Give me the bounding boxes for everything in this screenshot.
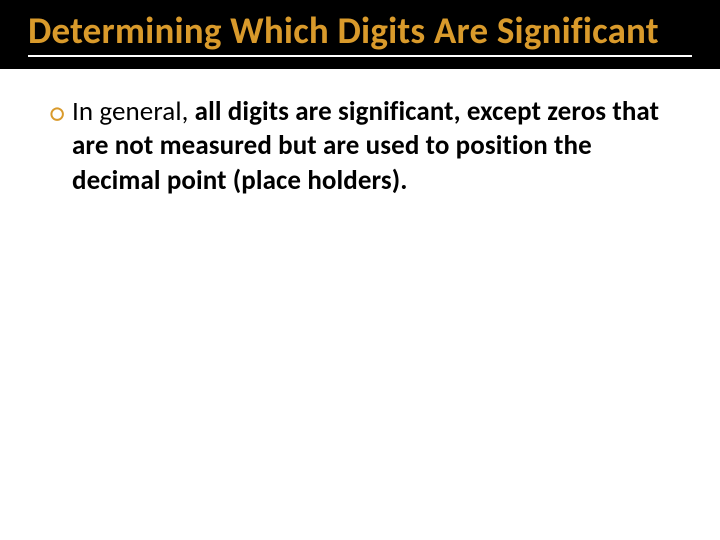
bullet-text: In general, all digits are significant, … xyxy=(72,95,680,199)
slide-header: Determining Which Digits Are Significant xyxy=(0,0,720,69)
slide-title: Determining Which Digits Are Significant xyxy=(28,10,692,57)
bullet-item: ○ In general, all digits are significant… xyxy=(50,95,680,199)
bullet-marker-icon: ○ xyxy=(50,95,72,131)
slide-content: ○ In general, all digits are significant… xyxy=(0,69,720,219)
bullet-lead-text: In general, xyxy=(72,95,195,128)
